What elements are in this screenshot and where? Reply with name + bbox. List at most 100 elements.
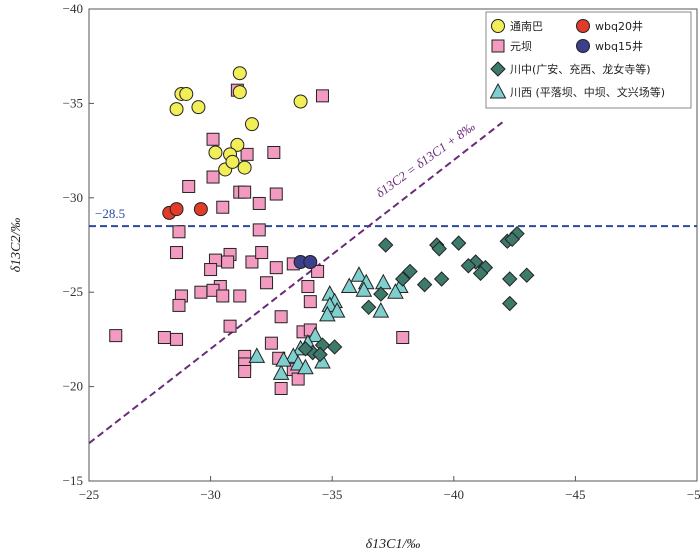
point-wbq15 <box>303 254 318 269</box>
point-chuanzhong <box>431 241 447 257</box>
point-yuanba <box>303 295 317 309</box>
point-yuanba <box>260 276 274 290</box>
data-points <box>109 66 535 395</box>
y-tick-label: −15 <box>63 473 83 488</box>
point-yuanba <box>396 331 410 345</box>
point-chuanxi <box>319 305 336 322</box>
y-tick-label: −40 <box>63 1 83 16</box>
legend-label-wbq15: wbq15井 <box>595 39 643 53</box>
point-yuanba <box>223 319 237 333</box>
x-axis-title: δ13C1/‰ <box>366 537 421 552</box>
x-tick-label: −40 <box>444 487 464 502</box>
point-chuanxi <box>297 358 314 375</box>
point-tongnanba <box>191 100 206 115</box>
legend-label-yuanba: 元坝 <box>510 39 532 53</box>
point-chuanzhong <box>433 271 450 287</box>
series-chuanzhong <box>297 225 535 363</box>
point-yuanba <box>291 372 305 386</box>
point-tongnanba <box>230 137 245 152</box>
point-wbq20 <box>193 202 208 217</box>
point-yuanba <box>264 336 278 350</box>
point-chuanzhong <box>373 286 389 302</box>
point-chuanzhong <box>326 339 343 355</box>
point-chuanxi <box>350 266 368 282</box>
point-yuanba <box>157 331 171 345</box>
point-tongnanba <box>208 145 223 160</box>
point-yuanba <box>274 310 288 324</box>
series-yuanba <box>109 83 410 395</box>
point-chuanzhong <box>472 265 489 282</box>
point-chuanzhong <box>416 276 433 293</box>
y-axis-title: δ13C2/‰ <box>9 218 24 273</box>
point-yuanba <box>238 185 252 199</box>
point-chuanzhong <box>312 346 328 363</box>
legend-marker-chuanxi <box>489 82 507 99</box>
point-tongnanba <box>169 102 184 117</box>
point-yuanba <box>269 261 283 275</box>
point-tongnanba <box>225 154 240 169</box>
y-tick-label: −35 <box>63 95 83 110</box>
threshold-label: −28.5 <box>95 206 125 221</box>
point-chuanzhong <box>460 258 477 274</box>
point-tongnanba <box>179 86 194 101</box>
point-chuanzhong <box>502 271 518 287</box>
series-wbq20 <box>162 202 208 220</box>
series-wbq15 <box>293 254 318 269</box>
point-tongnanba <box>237 160 252 175</box>
point-chuanzhong <box>504 231 520 248</box>
x-tick-label: −50 <box>687 487 700 502</box>
point-tongnanba <box>293 94 308 109</box>
point-yuanba <box>252 223 266 237</box>
x-tick-label: −45 <box>565 487 585 502</box>
point-yuanba <box>204 263 218 277</box>
point-yuanba <box>172 225 186 239</box>
point-yuanba <box>172 298 186 312</box>
point-chuanxi <box>314 352 331 369</box>
legend-marker-yuanba <box>491 39 505 53</box>
point-yuanba <box>170 332 184 346</box>
point-yuanba <box>240 147 254 161</box>
y-tick-label: −25 <box>63 284 83 299</box>
point-yuanba <box>267 145 281 159</box>
point-yuanba <box>216 289 230 303</box>
point-yuanba <box>269 187 283 201</box>
point-yuanba <box>255 246 269 260</box>
point-chuanzhong <box>519 267 535 283</box>
point-yuanba <box>206 132 220 146</box>
point-chuanzhong <box>450 235 467 251</box>
legend-label-tongnanba: 通南巴 <box>510 20 543 33</box>
reference-lines <box>89 121 697 445</box>
point-chuanxi <box>272 364 290 380</box>
point-yuanba <box>274 381 288 395</box>
point-tongnanba <box>244 117 259 132</box>
y-tick-label: −20 <box>63 379 83 394</box>
point-yuanba <box>109 329 123 343</box>
point-tongnanba <box>232 85 247 100</box>
point-yuanba <box>252 196 266 210</box>
point-chuanzhong <box>502 295 518 312</box>
point-chuanzhong <box>297 341 314 357</box>
legend-label-chuanzhong: 川中(广安、充西、龙女寺等) <box>510 62 651 76</box>
x-tick-label: −25 <box>79 487 99 502</box>
axis-ticks: −25 −30 −35 −40 −45 −50 −15 −20 −25 −30 −35 −40 <box>63 1 700 502</box>
point-wbq20 <box>169 202 184 217</box>
x-tick-label: −35 <box>322 487 342 502</box>
point-chuanzhong <box>377 237 394 253</box>
point-chuanxi <box>340 277 358 294</box>
point-yuanba <box>221 255 235 269</box>
point-yuanba <box>194 285 208 299</box>
point-yuanba <box>315 89 329 103</box>
point-chuanxi <box>355 281 373 297</box>
series-chuanxi <box>248 266 409 380</box>
legend-marker-wbq15 <box>576 39 590 53</box>
point-chuanzhong <box>395 271 411 287</box>
point-yuanba <box>182 179 196 193</box>
x-tick-label: −30 <box>200 487 220 502</box>
point-yuanba <box>216 200 230 214</box>
point-yuanba <box>233 289 247 303</box>
point-chuanxi <box>306 326 324 343</box>
point-chuanxi <box>328 302 346 318</box>
point-chuanxi <box>275 351 292 367</box>
legend-marker-wbq20 <box>576 19 590 33</box>
